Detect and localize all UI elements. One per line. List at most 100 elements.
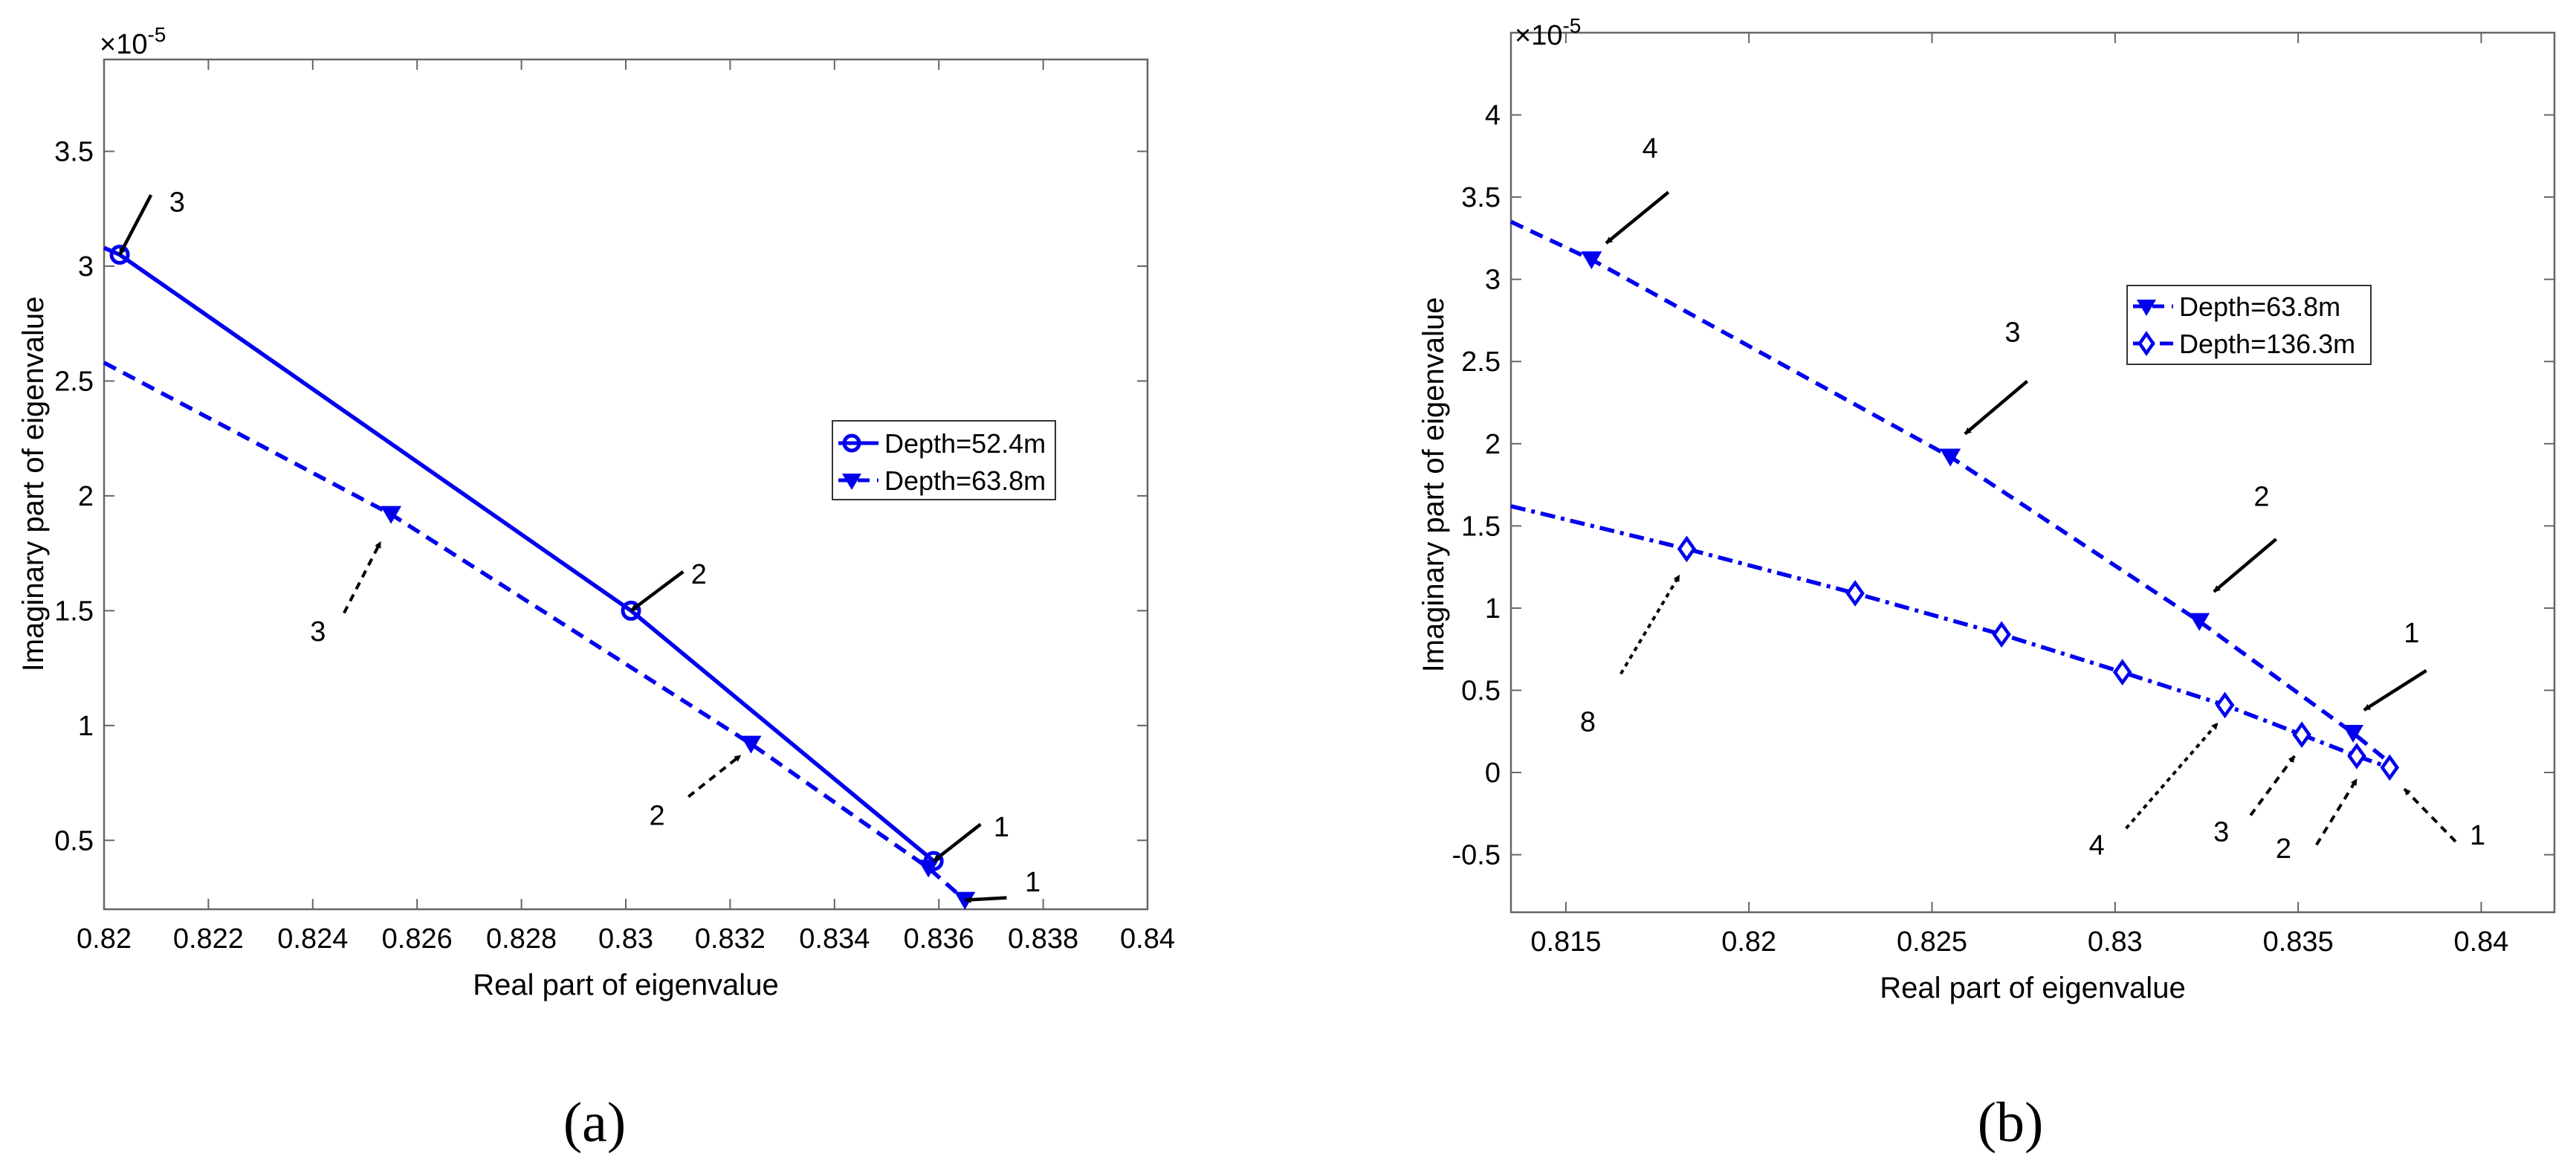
x-tick-label-a-0: 0.82	[77, 923, 132, 955]
marker-b-1-3	[2112, 659, 2132, 686]
y-multiplier-a: ×10-5	[100, 23, 166, 60]
marker-b-1-1	[1845, 580, 1865, 607]
legend-marker-b-1	[2138, 331, 2155, 356]
annotation-arrow-a-5	[687, 754, 742, 798]
x-tick-label-a-8: 0.836	[904, 923, 974, 955]
y-tick-label-a-0: 0.5	[54, 825, 94, 856]
legend-box-b	[2126, 285, 2372, 365]
y-tick-label-b-3: 1	[1485, 593, 1501, 625]
legend-a: Depth=52.4m Depth=63.8m	[832, 420, 1056, 500]
annotation-arrow-b-4	[1619, 574, 1681, 675]
annotation-label-b-1: 3	[2004, 317, 2020, 348]
x-tick-label-a-2: 0.824	[277, 923, 348, 955]
y-tick-label-a-4: 2.5	[54, 366, 94, 397]
y-multiplier-base-a: ×10	[100, 29, 147, 60]
series-line-a-0	[103, 245, 935, 863]
y-tick-label-b-0: -0.5	[1452, 840, 1501, 871]
annotation-label-b-3: 1	[2404, 618, 2419, 649]
x-tick-label-a-3: 0.826	[382, 923, 453, 955]
x-tick-label-b-0: 0.815	[1530, 926, 1601, 958]
y-tick-label-b-6: 2.5	[1461, 346, 1501, 378]
series-line-b-1	[1510, 504, 2391, 769]
annotation-arrow-b-2	[2213, 538, 2278, 593]
marker-b-1-6	[2347, 743, 2366, 769]
legend-box-a	[832, 420, 1056, 500]
x-tick-label-a-10: 0.84	[1120, 923, 1175, 955]
annotation-label-a-5: 2	[650, 800, 665, 831]
plot-frame-b	[1509, 31, 2556, 914]
annotations-b: 4 3 2 1 8 4 3 2 1	[1580, 133, 2485, 865]
legend-label-b-1: Depth=136.3m	[2179, 329, 2355, 359]
panel-label-a: (a)	[563, 1091, 626, 1154]
annotation-label-b-7: 2	[2276, 833, 2291, 865]
annotation-arrow-a-0	[118, 194, 153, 256]
annotation-arrow-b-0	[1605, 190, 1670, 245]
marker-b-0-1	[1940, 448, 1961, 467]
series-lines-a	[103, 245, 967, 902]
y-axis-label-b: Imaginary part of eigenvalue	[1417, 297, 1450, 673]
x-axis-label-a: Real part of eigenvalue	[473, 969, 778, 1001]
annotations-a: 3 2 11 3 2	[118, 187, 1041, 903]
x-tick-label-a-4: 0.828	[486, 923, 557, 955]
y-tick-label-a-1: 1	[78, 711, 94, 742]
marker-b-1-7	[2380, 754, 2400, 781]
legend-marker-a-1	[842, 474, 861, 490]
y-tick-label-b-8: 3.5	[1461, 182, 1501, 213]
chart-panel-a: ×10-5 0.82 0.822 0.824 0.826 0.828 0.83 0.832 0…	[17, 23, 1175, 1154]
y-tick-label-b-9: 4	[1485, 100, 1501, 132]
x-tick-label-a-5: 0.83	[598, 923, 653, 955]
annotation-arrow-b-3	[2363, 669, 2427, 712]
marker-b-1-4	[2215, 691, 2235, 719]
y-multiplier-base-b: ×10	[1515, 20, 1562, 51]
x-tick-label-b-4: 0.835	[2263, 926, 2334, 958]
y-multiplier-exp-a: -5	[147, 23, 166, 46]
y-tick-label-b-1: 0	[1485, 758, 1501, 789]
annotation-label-b-4: 8	[1580, 706, 1596, 738]
x-tick-label-b-1: 0.82	[1721, 926, 1776, 958]
panel-label-b: (b)	[1978, 1091, 2044, 1154]
x-ticks-a: 0.82 0.822 0.824 0.826 0.828 0.83 0.832 0.834 0.…	[77, 59, 1175, 955]
annotation-arrow-a-4	[343, 541, 382, 614]
annotation-label-a-1: 2	[691, 559, 707, 590]
y-tick-label-a-5: 3	[78, 251, 94, 283]
y-ticks-b: -0.5 0 0.5 1 1.5 2 2.5 3 3.5 4	[1452, 100, 2554, 871]
annotation-arrow-a-1	[630, 570, 685, 613]
annotation-arrow-b-7	[2315, 778, 2358, 846]
x-tick-label-a-1: 0.822	[173, 923, 244, 955]
annotation-label-a-3: 1	[1025, 867, 1041, 898]
annotation-label-a-2: 1	[994, 812, 1009, 843]
series-line-a-1	[103, 361, 967, 902]
marker-b-0-3	[2343, 724, 2364, 743]
annotation-label-b-0: 4	[1643, 133, 1658, 164]
y-axis-label-a: Imaginary part of eigenvalue	[17, 297, 50, 672]
marker-a-1-0	[381, 506, 402, 524]
annotation-arrow-b-6	[2249, 755, 2296, 816]
y-tick-label-a-6: 3.5	[54, 137, 94, 168]
marker-b-0-2	[2189, 613, 2210, 631]
y-tick-label-b-7: 3	[1485, 265, 1501, 296]
series-markers-b	[1581, 251, 2400, 781]
annotation-arrow-b-1	[1964, 380, 2029, 436]
annotation-arrow-b-8	[2403, 787, 2457, 843]
x-axis-label-b: Real part of eigenvalue	[1880, 972, 2185, 1004]
y-multiplier-b: ×10-5	[1515, 14, 1581, 51]
x-tick-label-b-2: 0.825	[1897, 926, 1967, 958]
annotation-arrow-a-2	[932, 822, 982, 862]
legend-label-a-0: Depth=52.4m	[884, 428, 1046, 459]
legend-label-b-0: Depth=63.8m	[2179, 291, 2340, 322]
y-tick-label-b-2: 0.5	[1461, 675, 1501, 706]
annotation-label-b-8: 1	[2470, 820, 2485, 851]
marker-a-0-0	[109, 245, 130, 265]
annotation-label-a-0: 3	[169, 187, 185, 219]
annotation-label-b-5: 4	[2089, 830, 2105, 861]
marker-b-1-0	[1677, 535, 1697, 563]
legend-b: Depth=63.8m Depth=136.3m	[2126, 285, 2372, 365]
x-ticks-b: 0.815 0.82 0.825 0.83 0.835 0.84	[1530, 33, 2508, 958]
annotation-label-b-6: 3	[2213, 817, 2229, 848]
legend-label-a-1: Depth=63.8m	[884, 465, 1046, 496]
marker-b-1-2	[1992, 621, 2011, 648]
marker-a-1-2	[918, 859, 939, 878]
marker-b-0-0	[1581, 251, 1602, 270]
y-ticks-a: 0.5 1 1.5 2 2.5 3 3.5	[54, 137, 1148, 856]
